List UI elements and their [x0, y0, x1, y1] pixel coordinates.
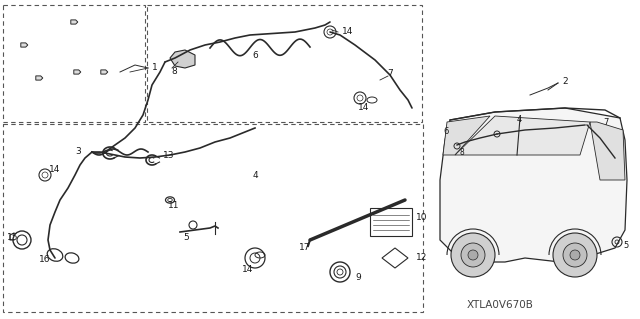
Circle shape — [553, 233, 597, 277]
Polygon shape — [71, 20, 78, 24]
Text: XTLA0V670B: XTLA0V670B — [467, 300, 533, 310]
Text: 2: 2 — [562, 78, 568, 86]
Text: 6: 6 — [443, 127, 449, 136]
Polygon shape — [443, 116, 490, 155]
Polygon shape — [590, 122, 625, 180]
Circle shape — [468, 250, 478, 260]
Bar — [147, 5, 422, 122]
Polygon shape — [74, 70, 81, 74]
Text: 14: 14 — [49, 166, 61, 174]
Polygon shape — [440, 108, 627, 262]
Text: 9: 9 — [355, 273, 361, 283]
Text: 17: 17 — [298, 242, 310, 251]
Text: 5: 5 — [183, 233, 189, 241]
Text: 14: 14 — [243, 265, 253, 275]
Text: 13: 13 — [163, 151, 175, 160]
Text: 10: 10 — [416, 213, 428, 222]
Text: 14: 14 — [358, 103, 369, 113]
Text: 4: 4 — [252, 170, 258, 180]
Polygon shape — [20, 43, 28, 47]
Polygon shape — [36, 76, 43, 80]
Bar — [3, 124, 423, 312]
Text: 7: 7 — [603, 118, 609, 127]
Polygon shape — [170, 50, 195, 68]
Bar — [370, 208, 412, 236]
Text: 14: 14 — [342, 27, 353, 36]
Circle shape — [563, 243, 587, 267]
Text: 5: 5 — [623, 241, 628, 250]
Polygon shape — [455, 116, 590, 155]
Text: 16: 16 — [39, 256, 51, 264]
Text: 12: 12 — [416, 254, 428, 263]
Text: 7: 7 — [387, 70, 393, 78]
Text: 11: 11 — [168, 201, 179, 210]
Text: 8: 8 — [460, 148, 465, 157]
Circle shape — [570, 250, 580, 260]
Text: 4: 4 — [517, 115, 522, 124]
Text: 15: 15 — [6, 233, 18, 241]
Text: 3: 3 — [75, 147, 81, 157]
Circle shape — [461, 243, 485, 267]
Text: 6: 6 — [252, 50, 258, 60]
Text: 1: 1 — [152, 63, 157, 72]
Bar — [3, 5, 145, 122]
Text: 8: 8 — [171, 66, 177, 76]
Polygon shape — [101, 70, 108, 74]
Circle shape — [451, 233, 495, 277]
